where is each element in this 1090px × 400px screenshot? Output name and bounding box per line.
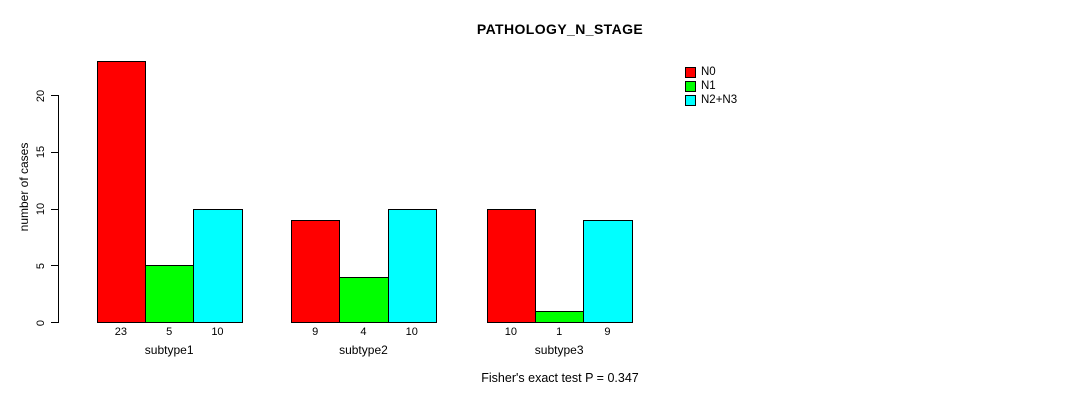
y-tick-label: 15 xyxy=(35,146,47,159)
chart-title: PATHOLOGY_N_STAGE xyxy=(476,21,644,37)
legend-label: N2+N3 xyxy=(701,94,738,106)
y-tick-mark xyxy=(51,208,58,210)
y-tick-mark xyxy=(51,265,58,267)
bar-value-label: 9 xyxy=(312,326,319,338)
bar-value-label: 9 xyxy=(604,326,611,338)
bar-subtype1-N1 xyxy=(145,265,195,323)
legend-swatch-N0 xyxy=(685,66,696,78)
y-tick-label: 5 xyxy=(35,262,47,269)
legend-row: N0 xyxy=(685,65,737,79)
y-tick-mark xyxy=(51,151,58,153)
bar-value-label: 10 xyxy=(405,326,418,338)
y-tick-label: 0 xyxy=(35,319,47,326)
bar-value-label: 23 xyxy=(114,326,127,338)
legend-row: N2+N3 xyxy=(685,93,737,107)
bar-subtype2-N2+N3 xyxy=(387,208,437,323)
bar-subtype3-N0 xyxy=(486,208,536,323)
bar-subtype3-N1 xyxy=(535,310,585,323)
bar-value-label: 10 xyxy=(504,326,517,338)
legend: N0 N1 N2+N3 xyxy=(685,65,737,107)
bar-value-label: 4 xyxy=(360,326,367,338)
legend-label: N0 xyxy=(701,66,716,78)
y-tick-mark xyxy=(51,322,58,323)
y-tick-label: 20 xyxy=(35,89,47,102)
bar-value-label: 5 xyxy=(166,326,173,338)
bar-subtype2-N0 xyxy=(291,219,341,323)
bar-value-label: 10 xyxy=(211,326,224,338)
legend-row: N1 xyxy=(685,79,737,93)
bar-subtype3-N2+N3 xyxy=(583,219,633,323)
legend-swatch-N2+N3 xyxy=(685,94,696,106)
y-tick-mark xyxy=(51,95,58,96)
annotation-text: Fisher's exact test P = 0.347 xyxy=(481,371,639,385)
legend-label: N1 xyxy=(701,80,716,92)
y-axis-label: number of cases xyxy=(17,142,31,232)
bar-subtype2-N1 xyxy=(339,276,389,323)
y-tick-label: 10 xyxy=(35,202,47,216)
legend-swatch-N1 xyxy=(685,80,696,92)
bar-subtype1-N2+N3 xyxy=(193,208,243,323)
x-category-label: subtype1 xyxy=(144,343,194,357)
y-axis-line xyxy=(58,95,59,323)
bar-value-label: 1 xyxy=(556,326,563,338)
bar-subtype1-N0 xyxy=(96,60,146,323)
x-category-label: subtype3 xyxy=(534,343,584,357)
x-category-label: subtype2 xyxy=(339,343,388,357)
